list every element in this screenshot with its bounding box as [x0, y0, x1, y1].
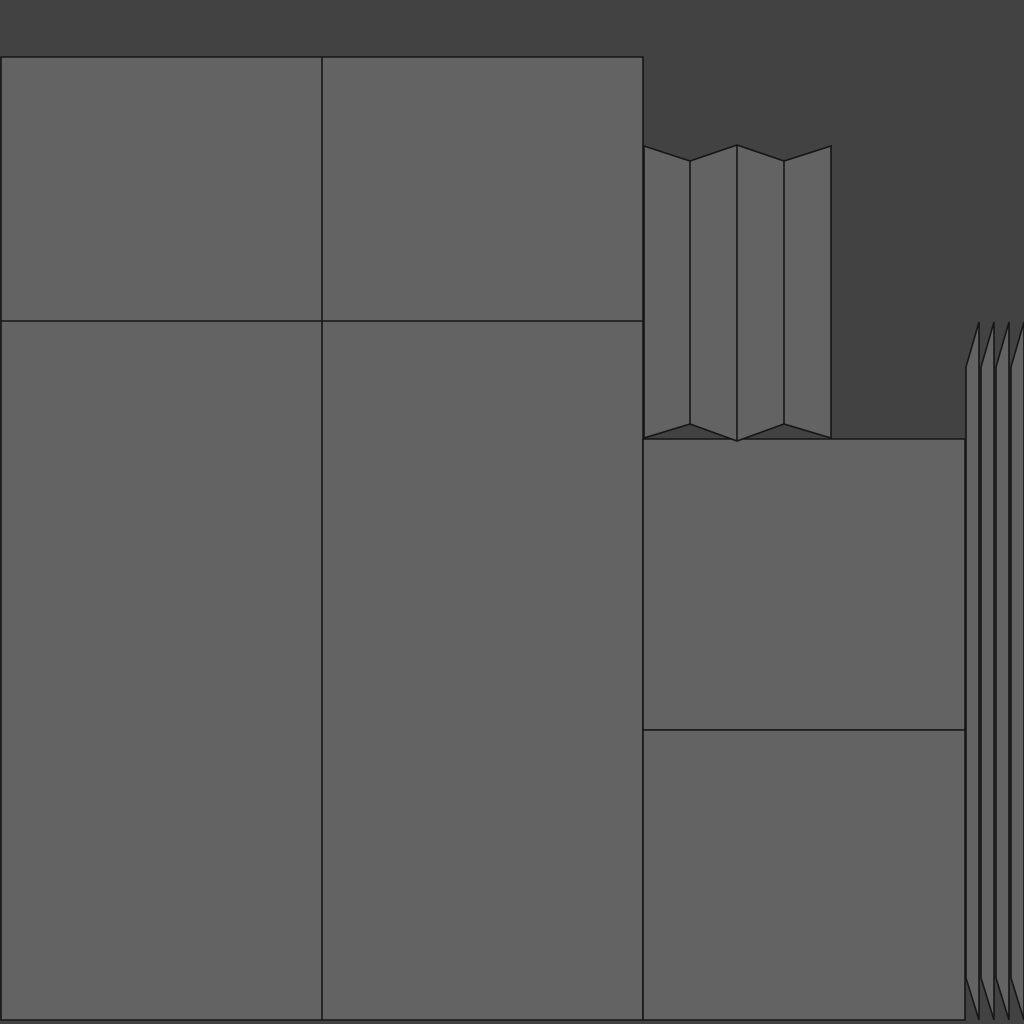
slat-3: [995, 321, 1010, 1021]
panel-right-lower: [642, 729, 966, 1021]
slat-4: [1010, 321, 1024, 1021]
slat-1: [965, 321, 980, 1021]
panel-right-upper: [642, 438, 966, 731]
slat-2: [980, 321, 995, 1021]
